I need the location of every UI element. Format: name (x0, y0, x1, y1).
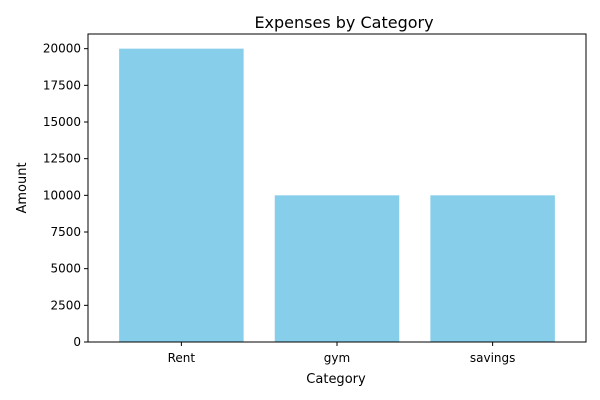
x-tick-label: savings (470, 351, 516, 365)
y-tick-label: 17500 (43, 78, 81, 92)
bars-group (119, 48, 555, 343)
bar-rent (119, 48, 244, 343)
plot-frame (87, 33, 587, 343)
y-tick-label: 12500 (43, 152, 81, 166)
y-tick-label: 0 (73, 335, 81, 349)
x-axis-ticks: Rent gym savings (168, 342, 516, 365)
y-tick-label: 20000 (43, 42, 81, 56)
y-tick-label: 15000 (43, 115, 81, 129)
x-tick-label: Rent (168, 351, 196, 365)
y-axis-ticks: 0 2500 5000 7500 10000 12500 15000 17500 20000 (43, 42, 88, 349)
x-tick-label: gym (324, 351, 350, 365)
x-axis-label: Category (306, 372, 366, 387)
y-tick-label: 7500 (50, 225, 81, 239)
y-tick-label: 2500 (50, 298, 81, 312)
y-tick-label: 10000 (43, 188, 81, 202)
chart-title: Expenses by Category (254, 13, 433, 32)
y-tick-label: 5000 (50, 262, 81, 276)
y-axis-label: Amount (15, 162, 30, 213)
bar-savings (430, 195, 555, 342)
bar-gym (274, 195, 400, 342)
